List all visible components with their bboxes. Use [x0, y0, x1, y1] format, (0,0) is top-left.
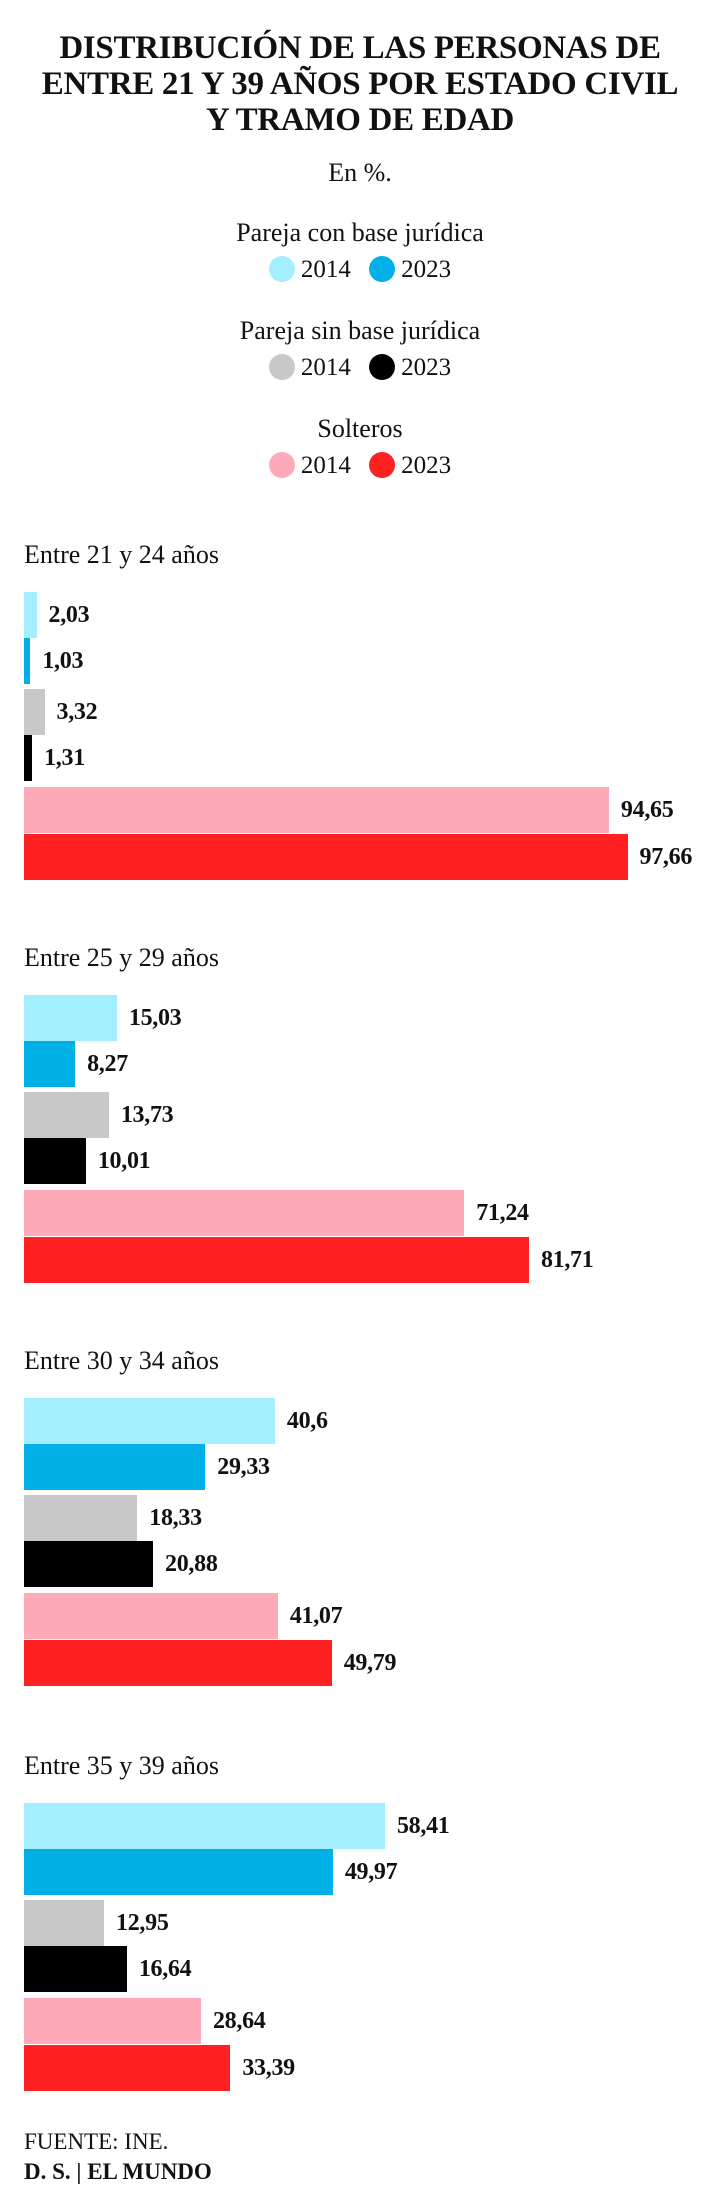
bar: [24, 689, 45, 735]
bar: [24, 1849, 333, 1895]
bar: [24, 1092, 109, 1138]
bar-value-label: 16,64: [138, 1956, 192, 1982]
legend-item-2023: 2023: [369, 255, 451, 285]
bar-value-label: 33,39: [242, 2055, 295, 2081]
legend-swatch: [268, 256, 295, 283]
bar: [24, 995, 117, 1041]
legend-swatch: [268, 452, 295, 479]
group-label: Entre 21 y 24 años: [24, 540, 219, 569]
legend-item-2023: 2023: [369, 451, 451, 481]
bar: [24, 592, 37, 638]
legend-swatch: [369, 354, 396, 381]
bar-value-label: 94,65: [620, 797, 674, 823]
legend-title: Solteros: [317, 414, 403, 443]
legend-item-2014: 2014: [268, 353, 351, 383]
bar-value-label: 13,73: [120, 1102, 174, 1128]
bar: [24, 1998, 201, 2044]
bar-value-label: 15,03: [128, 1005, 182, 1031]
bar: [24, 787, 609, 833]
bar: [24, 1946, 127, 1992]
bar-value-label: 71,24: [476, 1200, 529, 1226]
legend-solteros: Solteros 2014 2023: [0, 414, 720, 481]
title-line: ENTRE 21 Y 39 AÑOS POR ESTADO CIVIL: [41, 66, 679, 102]
legend-item-2014: 2014: [268, 255, 351, 285]
bar: [24, 834, 628, 880]
legend-title: Pareja con base jurídica: [236, 218, 484, 247]
bar-value-label: 20,88: [165, 1551, 218, 1577]
bar: [24, 1237, 529, 1283]
bar-value-label: 40,6: [286, 1408, 328, 1434]
bar: [24, 1398, 275, 1444]
legend-swatch: [369, 452, 396, 479]
bar-value-label: 1,31: [44, 745, 85, 771]
legend-swatch: [369, 256, 396, 283]
legend-label: 2014: [300, 256, 351, 284]
chart-subtitle: En %.: [328, 158, 392, 187]
legend-label: 2023: [401, 354, 452, 382]
bar-value-label: 18,33: [149, 1505, 202, 1531]
legend-label: 2014: [300, 452, 351, 480]
bar-value-label: 1,03: [42, 648, 84, 674]
bar-value-label: 3,32: [56, 699, 98, 725]
bar: [24, 1138, 86, 1184]
bar: [24, 1444, 206, 1490]
legend-pareja-sin-base: Pareja sin base jurídica 2014 2023: [0, 316, 720, 383]
bar: [24, 1640, 332, 1686]
bar-value-label: 49,79: [343, 1650, 397, 1676]
bar-value-label: 10,01: [97, 1148, 151, 1174]
legend-item-2014: 2014: [268, 451, 351, 481]
bar-value-label: 28,64: [212, 2008, 266, 2034]
group-label: Entre 35 y 39 años: [24, 1751, 219, 1780]
legend-item-2023: 2023: [369, 353, 451, 383]
legend-swatch: [268, 354, 295, 381]
bar: [24, 1495, 138, 1541]
title-line: DISTRIBUCIÓN DE LAS PERSONAS DE: [59, 30, 661, 66]
footer-source: FUENTE: INE.: [24, 2129, 169, 2154]
bar: [24, 638, 31, 684]
bar: [24, 1593, 278, 1639]
bar-value-label: 97,66: [639, 844, 693, 870]
bar-value-label: 81,71: [540, 1247, 594, 1273]
title-line: Y TRAMO DE EDAD: [205, 102, 515, 138]
legend-pareja-con-base: Pareja con base jurídica 2014 2023: [0, 218, 720, 285]
bar: [24, 1900, 105, 1946]
bar: [24, 1041, 76, 1087]
chart-title: DISTRIBUCIÓN DE LAS PERSONAS DE ENTRE 21…: [20, 30, 700, 138]
legend-label: 2023: [401, 452, 452, 480]
bar-value-label: 12,95: [116, 1910, 169, 1936]
bar-value-label: 29,33: [217, 1454, 270, 1480]
bar: [24, 1541, 154, 1587]
bar-value-label: 2,03: [48, 602, 90, 628]
footer-credit: D. S. | EL MUNDO: [24, 2159, 212, 2184]
bar-value-label: 8,27: [87, 1051, 128, 1077]
bar: [24, 2045, 231, 2091]
bar-value-label: 49,97: [344, 1859, 398, 1885]
group-label: Entre 25 y 29 años: [24, 943, 219, 972]
bar: [24, 1190, 465, 1236]
bar: [24, 735, 33, 781]
legend-label: 2023: [401, 256, 452, 284]
bar-value-label: 41,07: [289, 1603, 343, 1629]
legend-title: Pareja sin base jurídica: [239, 316, 481, 345]
legend-label: 2014: [300, 354, 351, 382]
bar-value-label: 58,41: [396, 1813, 450, 1839]
group-label: Entre 30 y 34 años: [24, 1346, 219, 1375]
bar: [24, 1803, 385, 1849]
